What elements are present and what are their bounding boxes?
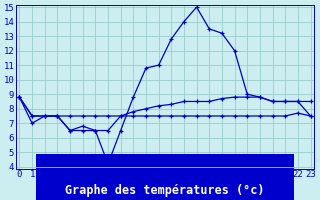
X-axis label: Graphe des températures (°c): Graphe des températures (°c) <box>65 184 265 197</box>
